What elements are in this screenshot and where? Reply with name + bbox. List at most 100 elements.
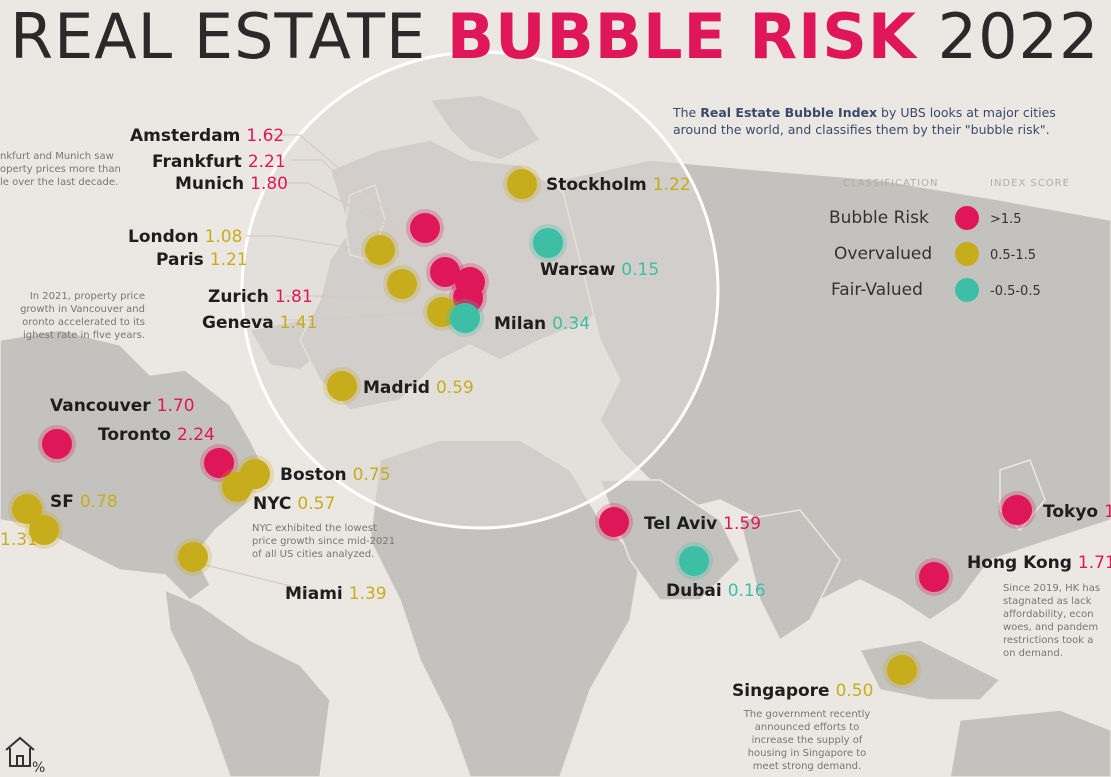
- city-label-sf: SF 0.78: [50, 492, 118, 512]
- city-marker-frankfurt: [430, 257, 460, 287]
- city-score: 0.16: [727, 581, 766, 601]
- city-name: Tokyo: [1043, 502, 1099, 522]
- city-marker-geneva: [427, 297, 457, 327]
- city-score: 1.71: [1077, 553, 1111, 573]
- city-name: SF: [50, 492, 74, 512]
- city-score: 1.81: [274, 287, 313, 307]
- leader-line: [204, 564, 316, 593]
- city-marker-tel-aviv: [599, 507, 629, 537]
- australia-landmass: [949, 709, 1111, 777]
- city-label-london: London 1.08: [128, 227, 242, 247]
- legend-range-bubble: >1.5: [990, 212, 1022, 227]
- city-score: 0.34: [552, 314, 591, 334]
- city-label-munich: Munich 1.80: [175, 174, 288, 194]
- legend-label-fair: Fair-Valued: [831, 280, 923, 300]
- city-name: Tel Aviv: [644, 514, 718, 534]
- city-label-warsaw: Warsaw 0.15: [540, 260, 659, 280]
- city-score: 1.62: [246, 126, 285, 146]
- legend-dot-over: [955, 242, 979, 266]
- city-name: Milan: [494, 314, 547, 334]
- note-nyc: NYC exhibited the lowest price growth si…: [252, 523, 396, 560]
- city-score: 2.21: [247, 152, 286, 172]
- title-part-3: 2022: [916, 0, 1100, 73]
- city-label-stockholm: Stockholm 1.22: [546, 175, 691, 195]
- city-marker-amsterdam: [410, 213, 440, 243]
- city-score: 1.31: [0, 530, 38, 550]
- city-score: 1.21: [209, 250, 248, 270]
- title-part-2: BUBBLE RISK: [446, 0, 917, 73]
- note-canada: In 2021, property price growth in Vancou…: [20, 291, 145, 341]
- leader-line: [270, 134, 406, 226]
- legend-dot-bubble: [955, 206, 979, 230]
- city-marker-hong-kong: [919, 562, 949, 592]
- city-name: Warsaw: [540, 260, 616, 280]
- city-label-madrid: Madrid 0.59: [363, 378, 474, 398]
- city-name: Boston: [280, 465, 347, 485]
- city-score: 1.41: [279, 313, 318, 333]
- leader-line: [285, 295, 453, 301]
- city-label-geneva: Geneva 1.41: [202, 313, 318, 333]
- city-marker-singapore: [887, 655, 917, 685]
- leader-line: [278, 182, 463, 269]
- city-name: Vancouver: [50, 396, 151, 416]
- india-landmass: [739, 509, 841, 642]
- city-name: Singapore: [732, 681, 830, 701]
- city-name: Munich: [175, 174, 245, 194]
- city-label-milan: Milan 0.34: [494, 314, 590, 334]
- intro-prefix: The: [673, 105, 701, 120]
- city-label-amsterdam: Amsterdam 1.62: [130, 126, 284, 146]
- city-marker-unnamed-15: [29, 515, 59, 545]
- page-title: REAL ESTATE BUBBLE RISK 2022: [10, 2, 1099, 72]
- city-label-frankfurt: Frankfurt 2.21: [152, 152, 286, 172]
- city-label-paris: Paris 1.21: [156, 250, 248, 270]
- south-america-landmass: [164, 588, 331, 777]
- city-marker-nyc: [222, 472, 252, 502]
- leader-line: [285, 311, 428, 321]
- city-score: 0.59: [435, 378, 474, 398]
- city-score: 2.24: [177, 425, 215, 445]
- city-name: Geneva: [202, 313, 274, 333]
- city-marker-dubai: [679, 546, 709, 576]
- city-name: Zurich: [208, 287, 269, 307]
- intro-text: The Real Estate Bubble Index by UBS look…: [673, 104, 1103, 138]
- city-score: 1.08: [204, 227, 243, 247]
- city-score: 0.78: [79, 492, 118, 512]
- note-singapore: The government recently announced effort…: [743, 709, 871, 772]
- city-marker-sf: [12, 494, 42, 524]
- intro-bold: Real Estate Bubble Index: [700, 105, 878, 120]
- city-name: Madrid: [363, 378, 430, 398]
- city-label-tel-aviv: Tel Aviv 1.59: [644, 514, 761, 534]
- city-name: Paris: [156, 250, 204, 270]
- city-marker-london: [365, 235, 395, 265]
- city-name: Hong Kong: [967, 553, 1072, 573]
- city-label-zurich: Zurich 1.81: [208, 287, 313, 307]
- legend-range-fair: -0.5-0.5: [990, 284, 1041, 299]
- legend-label-bubble: Bubble Risk: [829, 208, 929, 228]
- city-marker-vancouver: [42, 429, 72, 459]
- city-marker-madrid: [327, 371, 357, 401]
- city-score: 1: [1104, 502, 1111, 522]
- city-score: 0.50: [835, 681, 874, 701]
- legend-score-header: INDEX SCORE: [990, 178, 1070, 189]
- city-label-miami: Miami 1.39: [285, 584, 387, 604]
- leader-line: [246, 235, 366, 251]
- intro-suffix: by UBS looks at major cities around the …: [673, 105, 1056, 137]
- city-score: 0.75: [352, 465, 391, 485]
- city-label-boston: Boston 0.75: [280, 465, 391, 485]
- city-marker-tokyo: [1002, 495, 1032, 525]
- note-europe: nkfurt and Munich saw operty prices more…: [0, 151, 121, 188]
- city-name: Miami: [285, 584, 343, 604]
- title-part-1: REAL ESTATE: [10, 0, 447, 73]
- city-score: 1.80: [250, 174, 288, 194]
- city-marker-toronto: [204, 448, 234, 478]
- svg-text:%: %: [32, 760, 45, 774]
- city-label-hong-kong: Hong Kong 1.71: [967, 553, 1111, 573]
- city-label-singapore: Singapore 0.50: [732, 681, 873, 701]
- city-score: 1.39: [348, 584, 387, 604]
- legend-dot-fair: [955, 278, 979, 302]
- city-name: Dubai: [666, 581, 722, 601]
- legend-classification-header: CLASSIFICATION: [843, 178, 939, 189]
- city-label-vancouver: Vancouver 1.70: [50, 396, 195, 416]
- city-label-nyc: NYC 0.57: [253, 494, 335, 514]
